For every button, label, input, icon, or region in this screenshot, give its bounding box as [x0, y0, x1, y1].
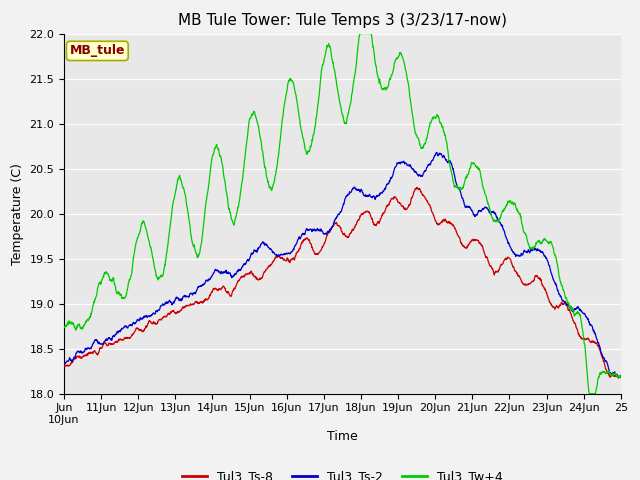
- Legend: Tul3_Ts-8, Tul3_Ts-2, Tul3_Tw+4: Tul3_Ts-8, Tul3_Ts-2, Tul3_Tw+4: [177, 465, 508, 480]
- Y-axis label: Temperature (C): Temperature (C): [11, 163, 24, 264]
- Text: MB_tule: MB_tule: [70, 44, 125, 58]
- Title: MB Tule Tower: Tule Temps 3 (3/23/17-now): MB Tule Tower: Tule Temps 3 (3/23/17-now…: [178, 13, 507, 28]
- X-axis label: Time: Time: [327, 431, 358, 444]
